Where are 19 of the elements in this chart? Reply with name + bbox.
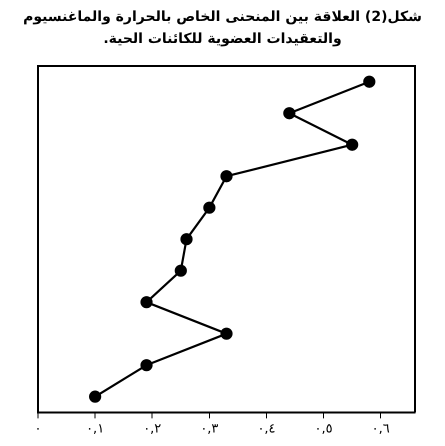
x-tick-label: ٠,٦ <box>372 422 390 437</box>
x-tick-label: ٠,٣ <box>200 422 218 437</box>
chart-title: شكل(2) العلاقة بين المنحنى الخاص بالحرارة والماغنسيوم والتعقيدات العضوية للكائنات الحية. <box>22 8 423 49</box>
point <box>89 390 102 403</box>
point <box>180 233 193 246</box>
point <box>140 359 153 372</box>
x-tick-label: ٠,١ <box>86 422 104 437</box>
point <box>220 170 233 182</box>
point <box>283 107 296 120</box>
point <box>203 202 216 214</box>
x-tick-label: ٠,٤ <box>257 422 276 437</box>
point <box>346 138 358 151</box>
point <box>363 76 376 88</box>
x-tick-label: ٠,٥ <box>314 422 333 437</box>
point <box>140 296 153 308</box>
point <box>174 264 187 277</box>
x-tick-label: ٠,٢ <box>143 422 162 437</box>
point <box>220 328 233 340</box>
x-tick-label: ٠ <box>34 422 42 437</box>
